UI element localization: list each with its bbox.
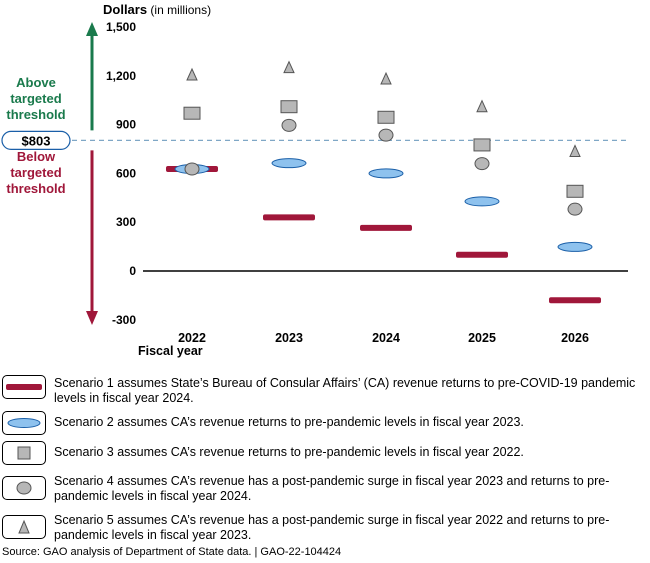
y-tick-label: 1,500 bbox=[106, 20, 136, 34]
scenario-1-bar bbox=[549, 297, 601, 304]
legend-marker-scenario-1 bbox=[2, 375, 46, 399]
scenario-4-point bbox=[567, 202, 583, 216]
scenario-3-point bbox=[183, 106, 201, 120]
y-axis-title-bold: Dollars bbox=[103, 2, 147, 17]
legend-text-scenario-5: Scenario 5 assumes CA’s revenue has a po… bbox=[54, 513, 610, 542]
scenario-3-point bbox=[566, 184, 584, 198]
scenario-2-point bbox=[368, 168, 404, 179]
scenario-2-point bbox=[464, 196, 500, 207]
y-tick-label: 0 bbox=[129, 264, 136, 278]
above-threshold-label: Above bbox=[16, 75, 56, 90]
legend-text-scenario-4: Scenario 4 assumes CA’s revenue has a po… bbox=[54, 474, 610, 503]
scenario-2-point bbox=[271, 158, 307, 169]
legend-text-scenario-1: Scenario 1 assumes State’s Bureau of Con… bbox=[54, 376, 636, 405]
scenario-5-point bbox=[569, 144, 581, 157]
scenario-4-point bbox=[378, 128, 394, 142]
x-tick-label: 2026 bbox=[561, 331, 589, 345]
x-axis-title: Fiscal year bbox=[138, 344, 203, 358]
y-tick-label: 1,200 bbox=[106, 69, 136, 83]
x-tick-label: 2023 bbox=[275, 331, 303, 345]
scenario-4-point bbox=[474, 157, 490, 171]
legend-marker-scenario-4 bbox=[2, 476, 46, 500]
scenario-5-point bbox=[476, 99, 488, 113]
chart: Dollars (in millions) -300 0 300 600 900 1,200… bbox=[1, 2, 628, 345]
legend-marker-scenario-5 bbox=[2, 515, 46, 539]
below-threshold-label: threshold bbox=[6, 181, 65, 196]
threshold-label: $803 bbox=[22, 133, 51, 148]
threshold-label-box bbox=[1, 130, 71, 150]
scenario-5-point bbox=[380, 71, 392, 85]
below-threshold-label: targeted bbox=[10, 165, 61, 180]
x-tick-label: 2025 bbox=[468, 331, 496, 345]
legend-text-scenario-3: Scenario 3 assumes CA’s revenue returns … bbox=[54, 445, 524, 459]
scenario-5-point bbox=[186, 67, 198, 81]
scenario-1-bar bbox=[263, 214, 315, 221]
legend-marker-scenario-3 bbox=[2, 441, 46, 465]
scenario-3-point bbox=[473, 138, 491, 152]
above-arrow-head bbox=[86, 22, 98, 36]
below-threshold-label: Below bbox=[17, 149, 56, 164]
scenario-1-bar bbox=[456, 251, 508, 258]
x-tick-label: 2022 bbox=[178, 331, 206, 345]
scenario-1-bar bbox=[360, 224, 412, 231]
y-tick-label: 900 bbox=[116, 118, 136, 132]
scenario-3-point bbox=[377, 110, 395, 124]
y-tick-label: -300 bbox=[112, 313, 136, 327]
source-note: Source: GAO analysis of Department of St… bbox=[2, 546, 342, 558]
y-axis-title-unit: (in millions) bbox=[147, 3, 211, 17]
above-threshold-label: targeted bbox=[10, 91, 61, 106]
above-threshold-label: threshold bbox=[6, 107, 65, 122]
legend-marker-scenario-2 bbox=[2, 411, 46, 435]
scenario-4-point bbox=[281, 118, 297, 132]
scenario-5-point bbox=[283, 60, 295, 74]
y-tick-label: 600 bbox=[116, 166, 136, 180]
y-axis-title: Dollars (in millions) bbox=[103, 2, 211, 17]
scenario-4-point bbox=[184, 162, 200, 176]
legend-text-scenario-2: Scenario 2 assumes CA’s revenue returns … bbox=[54, 415, 524, 429]
scenario-3-point bbox=[280, 100, 298, 114]
scenario-2-point bbox=[557, 241, 593, 252]
x-tick-label: 2024 bbox=[372, 331, 400, 345]
y-tick-label: 300 bbox=[116, 215, 136, 229]
below-arrow-head bbox=[86, 311, 98, 325]
